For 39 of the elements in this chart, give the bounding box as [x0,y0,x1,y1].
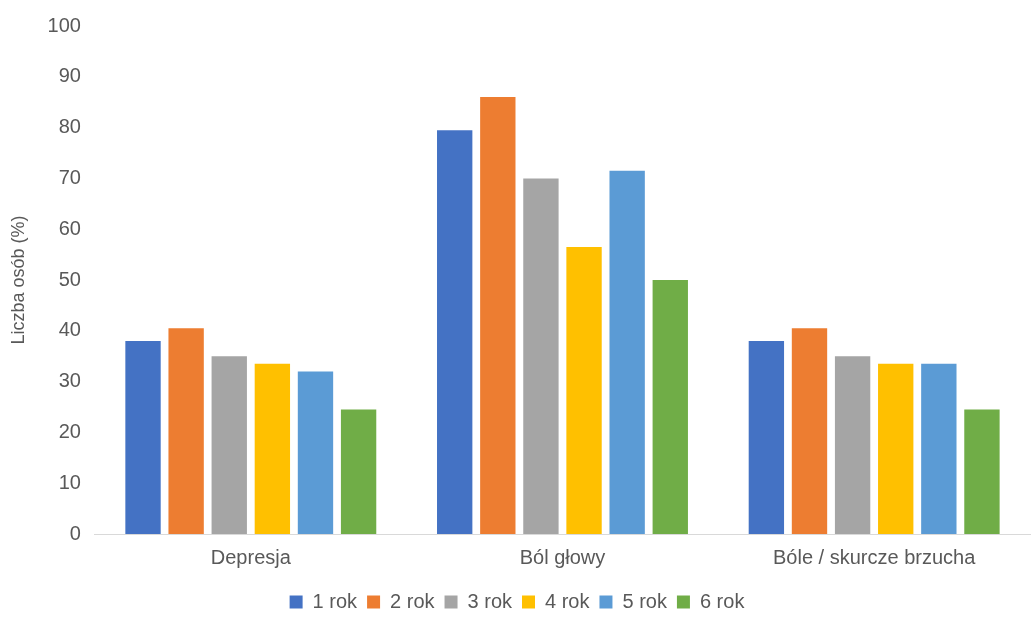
y-tick-label: 80 [58,115,81,138]
bar [168,328,204,534]
bar [791,328,828,534]
legend-label: 5 rok [622,589,668,612]
bar [834,356,871,534]
bar [921,363,957,534]
bar [480,97,516,534]
y-tick-label: 0 [69,521,81,544]
bar [566,246,602,534]
bar [125,340,161,534]
bar [211,356,247,534]
bar [748,340,785,534]
legend-label: 1 rok [312,589,359,612]
bar [254,363,291,534]
x-tick-label: Bóle / skurcze brzucha [773,545,977,568]
y-tick-label: 70 [58,165,81,188]
y-tick-label: 10 [58,470,81,493]
bar [964,409,1000,534]
bar [878,363,914,534]
bar [437,130,473,534]
bar [652,280,688,534]
legend-label: 3 rok [467,589,513,612]
y-tick-label: 60 [58,216,81,239]
y-tick-label: 40 [58,318,81,341]
y-axis-title: Liczba osób (%) [7,215,28,345]
y-tick-label: 20 [58,419,81,442]
y-tick-label: 100 [47,13,81,36]
bar [523,178,559,534]
bar [609,170,645,534]
bar [297,371,334,534]
legend-label: 4 rok [545,589,591,612]
x-tick-label: Depresja [210,545,292,568]
y-tick-label: 90 [58,64,81,87]
legend-label: 2 rok [390,589,436,612]
y-tick-label: 30 [58,369,81,392]
y-tick-label: 50 [58,267,81,290]
x-tick-label: Ból głowy [519,545,606,568]
bar [340,409,377,534]
legend-label: 6 rok [699,589,746,612]
